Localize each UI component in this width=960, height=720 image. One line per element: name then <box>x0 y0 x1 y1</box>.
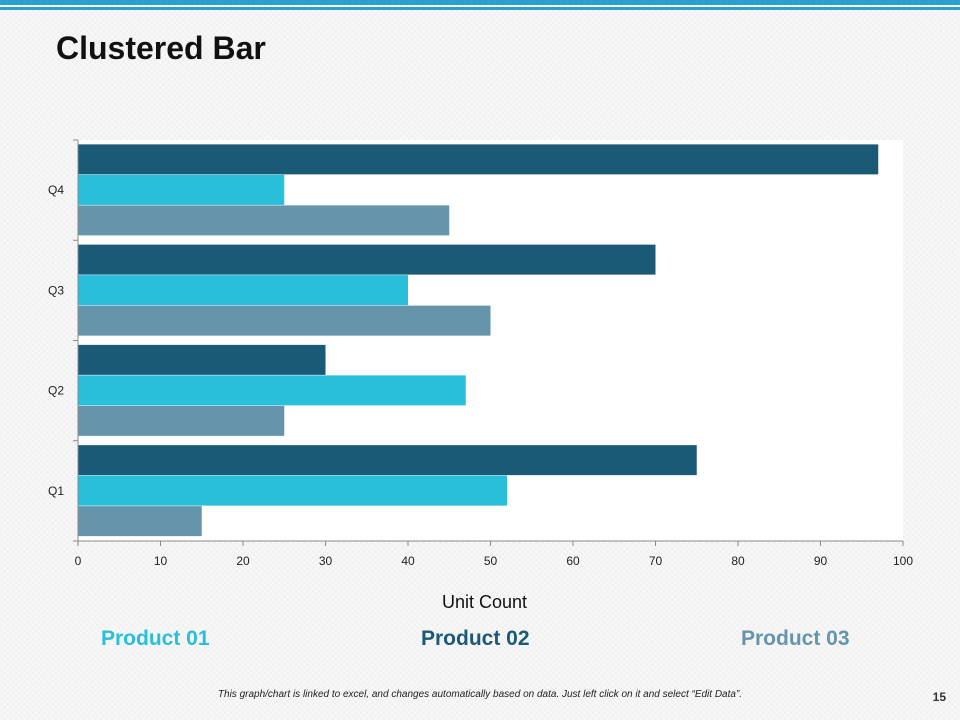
x-tick-label-20: 20 <box>236 554 250 568</box>
legend-product-01: Product 01 <box>101 627 210 650</box>
x-tick-label-70: 70 <box>649 554 663 568</box>
bar-q1-product-02[interactable] <box>78 445 697 476</box>
top-accent-line <box>0 7 960 10</box>
x-axis-title: Unit Count <box>442 592 527 612</box>
slide-title: Clustered Bar <box>56 30 266 66</box>
bar-q3-product-02[interactable] <box>78 244 656 275</box>
bar-q1-product-01[interactable] <box>78 475 507 506</box>
bar-q2-product-01[interactable] <box>78 375 466 406</box>
bar-q4-product-03[interactable] <box>78 205 450 236</box>
x-tick-label-100: 100 <box>893 554 913 568</box>
x-tick-label-30: 30 <box>319 554 333 568</box>
legend-product-03: Product 03 <box>741 627 850 650</box>
x-tick-label-40: 40 <box>401 554 415 568</box>
bar-q2-product-03[interactable] <box>78 405 285 436</box>
x-tick-label-80: 80 <box>731 554 745 568</box>
y-tick-label-q1: Q1 <box>48 484 64 498</box>
bar-q3-product-01[interactable] <box>78 275 408 306</box>
y-tick-label-q4: Q4 <box>48 183 64 197</box>
x-tick-label-50: 50 <box>484 554 498 568</box>
y-tick-label-q3: Q3 <box>48 283 64 297</box>
y-tick-label-q2: Q2 <box>48 384 64 398</box>
x-tick-label-90: 90 <box>814 554 828 568</box>
page-number: 15 <box>932 690 946 704</box>
x-tick-label-60: 60 <box>566 554 580 568</box>
top-accent-band <box>0 0 960 5</box>
footer-note: This graph/chart is linked to excel, and… <box>217 689 743 700</box>
x-tick-label-10: 10 <box>154 554 168 568</box>
bar-q2-product-02[interactable] <box>78 344 326 375</box>
x-tick-label-0: 0 <box>75 554 82 568</box>
bar-q4-product-01[interactable] <box>78 174 285 205</box>
bar-q4-product-02[interactable] <box>78 144 879 175</box>
legend-product-02: Product 02 <box>421 627 530 650</box>
bar-q3-product-03[interactable] <box>78 305 491 336</box>
clustered-bar-chart[interactable]: Q1 Q2 Q3 Q4 0 10 20 30 40 50 60 70 80 90 100 Unit Count <box>0 0 960 620</box>
bar-q1-product-03[interactable] <box>78 506 202 537</box>
